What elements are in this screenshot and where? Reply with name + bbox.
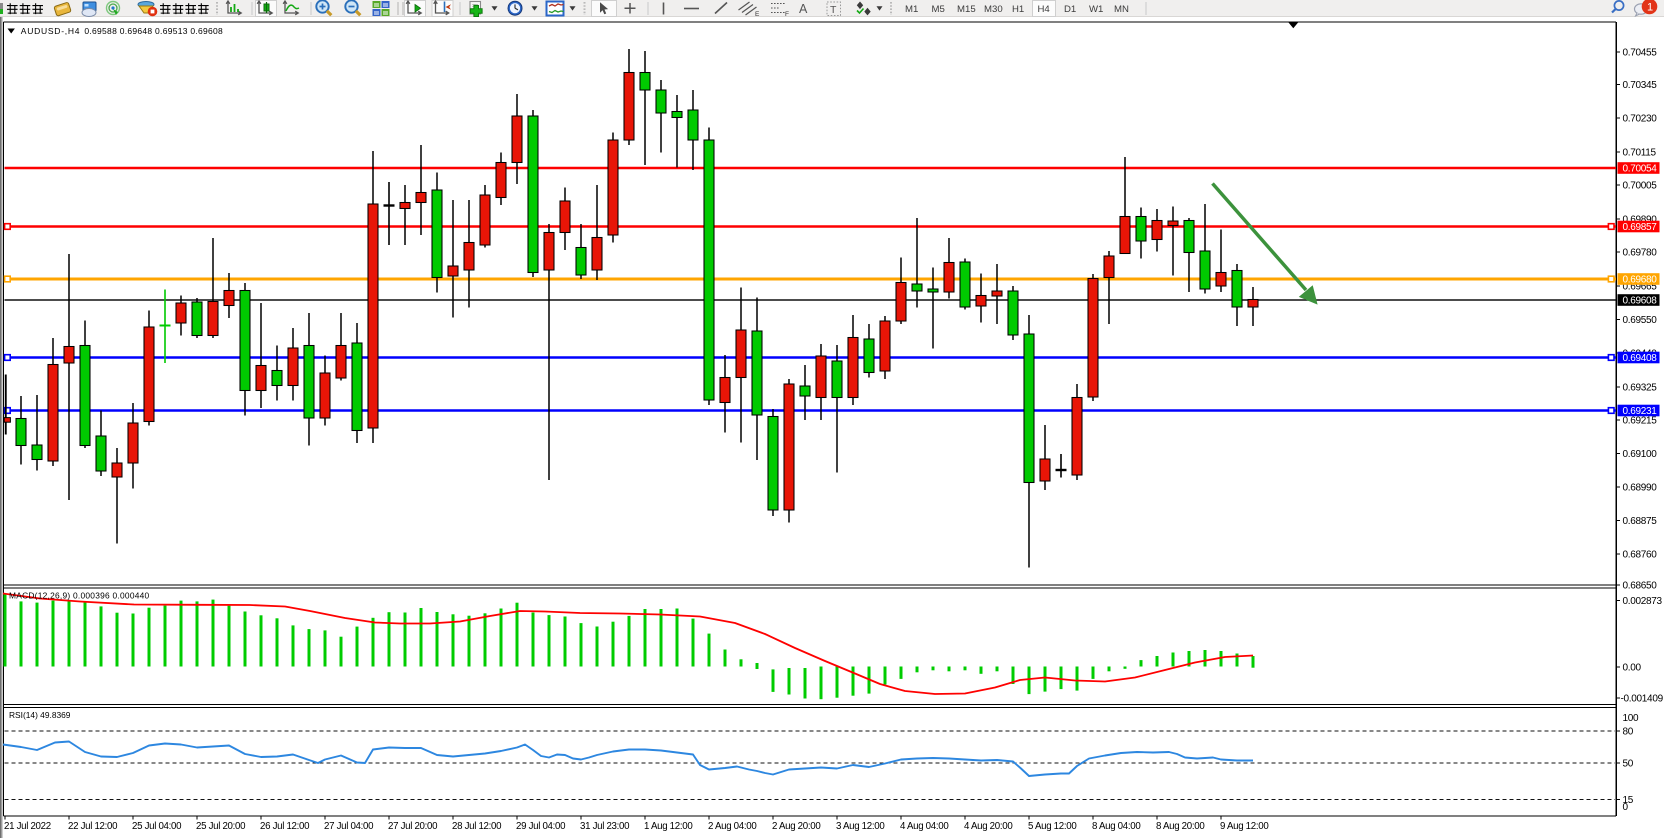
svg-text:21 Jul 2022: 21 Jul 2022 — [4, 821, 51, 832]
svg-text:9 Aug 12:00: 9 Aug 12:00 — [1220, 821, 1269, 832]
svg-text:27 Jul 04:00: 27 Jul 04:00 — [324, 821, 374, 832]
svg-text:29 Jul 04:00: 29 Jul 04:00 — [516, 821, 566, 832]
svg-text:0.69857: 0.69857 — [1623, 222, 1658, 233]
svg-text:2 Aug 20:00: 2 Aug 20:00 — [772, 821, 821, 832]
svg-text:0.69680: 0.69680 — [1623, 275, 1658, 286]
svg-text:T: T — [830, 4, 837, 16]
svg-text:50: 50 — [1623, 759, 1634, 770]
svg-text:3 Aug 12:00: 3 Aug 12:00 — [836, 821, 885, 832]
svg-text:RSI(14) 49.8369: RSI(14) 49.8369 — [9, 710, 71, 720]
svg-text:0.68990: 0.68990 — [1623, 483, 1658, 494]
svg-text:0.69550: 0.69550 — [1623, 315, 1658, 326]
svg-text:0: 0 — [1623, 802, 1629, 813]
svg-text:MACD(12,26,9) 0.000396 0.00044: MACD(12,26,9) 0.000396 0.000440 — [9, 591, 150, 601]
svg-text:0.00: 0.00 — [1623, 663, 1642, 674]
svg-text:AUDUSD-,H4: AUDUSD-,H4 — [21, 26, 80, 36]
svg-text:0.70345: 0.70345 — [1623, 80, 1658, 91]
svg-text:26 Jul 12:00: 26 Jul 12:00 — [260, 821, 310, 832]
svg-text:MN: MN — [1114, 4, 1129, 15]
svg-text:8 Aug 04:00: 8 Aug 04:00 — [1092, 821, 1141, 832]
svg-text:H4: H4 — [1038, 4, 1051, 15]
svg-text:F: F — [785, 11, 789, 17]
svg-text:25 Jul 04:00: 25 Jul 04:00 — [132, 821, 182, 832]
svg-text:M15: M15 — [957, 4, 976, 15]
svg-text:25 Jul 20:00: 25 Jul 20:00 — [196, 821, 246, 832]
svg-text:8 Aug 20:00: 8 Aug 20:00 — [1156, 821, 1205, 832]
svg-text:0.68650: 0.68650 — [1623, 581, 1658, 592]
svg-text:4 Aug 20:00: 4 Aug 20:00 — [964, 821, 1013, 832]
svg-text:100: 100 — [1623, 713, 1640, 724]
svg-text:1 Aug 12:00: 1 Aug 12:00 — [644, 821, 693, 832]
svg-text:0.69408: 0.69408 — [1623, 353, 1658, 364]
svg-text:80: 80 — [1623, 727, 1634, 738]
svg-text:E: E — [755, 11, 760, 17]
svg-text:0.69215: 0.69215 — [1623, 416, 1658, 427]
svg-text:0.70230: 0.70230 — [1623, 114, 1658, 125]
svg-text:1: 1 — [1647, 2, 1653, 14]
svg-text:0.68875: 0.68875 — [1623, 516, 1658, 527]
svg-text:22 Jul 12:00: 22 Jul 12:00 — [68, 821, 118, 832]
svg-text:-0.001409: -0.001409 — [1621, 694, 1664, 705]
svg-text:0.70054: 0.70054 — [1623, 164, 1658, 175]
svg-text:0.69100: 0.69100 — [1623, 449, 1658, 460]
svg-text:M1: M1 — [905, 4, 918, 15]
svg-text:5 Aug 12:00: 5 Aug 12:00 — [1028, 821, 1077, 832]
svg-text:0.70115: 0.70115 — [1623, 148, 1657, 159]
svg-text:0.002873: 0.002873 — [1623, 596, 1663, 607]
svg-text:0.69588 0.69648 0.69513 0.6960: 0.69588 0.69648 0.69513 0.69608 — [84, 26, 223, 36]
svg-text:0.69780: 0.69780 — [1623, 248, 1658, 259]
svg-text:D1: D1 — [1064, 4, 1076, 15]
svg-text:0.69325: 0.69325 — [1623, 383, 1658, 394]
svg-text:0.69665: 0.69665 — [1623, 282, 1658, 293]
svg-text:4 Aug 04:00: 4 Aug 04:00 — [900, 821, 949, 832]
svg-text:0.68760: 0.68760 — [1623, 550, 1658, 561]
svg-text:0.70005: 0.70005 — [1623, 181, 1658, 192]
svg-text:2 Aug 04:00: 2 Aug 04:00 — [708, 821, 757, 832]
svg-text:0.69231: 0.69231 — [1623, 406, 1658, 417]
svg-text:28 Jul 12:00: 28 Jul 12:00 — [452, 821, 502, 832]
svg-text:0.70455: 0.70455 — [1623, 48, 1658, 59]
svg-text:A: A — [799, 2, 808, 16]
svg-text:0.69890: 0.69890 — [1623, 215, 1658, 226]
svg-text:H1: H1 — [1012, 4, 1024, 15]
svg-text:27 Jul 20:00: 27 Jul 20:00 — [388, 821, 438, 832]
svg-text:0.69608: 0.69608 — [1623, 296, 1658, 307]
svg-text:M30: M30 — [984, 4, 1003, 15]
svg-text:W1: W1 — [1089, 4, 1103, 15]
svg-text:M5: M5 — [932, 4, 945, 15]
svg-text:31 Jul 23:00: 31 Jul 23:00 — [580, 821, 630, 832]
svg-text:15: 15 — [1623, 795, 1634, 806]
